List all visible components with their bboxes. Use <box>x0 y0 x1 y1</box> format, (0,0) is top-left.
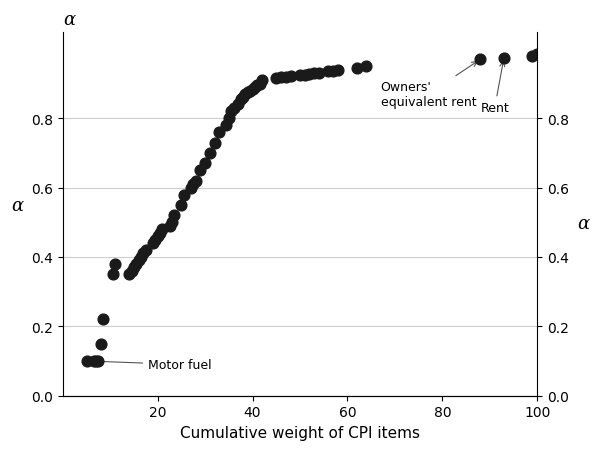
Point <box>141 247 151 254</box>
Point <box>250 84 260 92</box>
Point <box>255 81 265 88</box>
Point <box>243 89 253 97</box>
Point <box>94 358 103 365</box>
Point <box>532 51 542 59</box>
Point <box>158 226 167 233</box>
Point <box>362 64 371 71</box>
Point <box>224 115 233 123</box>
Point <box>91 358 101 365</box>
Point <box>323 69 333 76</box>
Point <box>238 95 248 102</box>
Point <box>328 68 338 75</box>
Point <box>305 71 314 78</box>
Point <box>314 70 324 77</box>
Point <box>188 181 198 189</box>
Point <box>210 140 220 147</box>
Point <box>148 240 158 247</box>
Point <box>89 358 98 365</box>
Point <box>134 257 143 264</box>
Point <box>165 223 175 230</box>
Point <box>236 97 245 104</box>
Text: α: α <box>63 11 75 29</box>
Point <box>196 167 205 175</box>
Point <box>108 271 118 278</box>
Point <box>131 261 141 268</box>
Point <box>98 316 108 323</box>
Point <box>229 105 238 112</box>
Point <box>167 219 177 226</box>
Point <box>295 73 305 80</box>
Point <box>271 76 281 83</box>
Point <box>257 77 267 84</box>
Point <box>499 55 509 62</box>
Point <box>221 122 231 129</box>
Point <box>241 91 250 98</box>
Y-axis label: α: α <box>11 196 23 214</box>
Point <box>233 101 243 109</box>
Point <box>169 212 179 220</box>
Point <box>286 73 295 80</box>
Point <box>333 67 343 74</box>
Point <box>300 72 310 79</box>
Point <box>186 184 196 192</box>
Point <box>248 86 257 93</box>
Point <box>205 150 215 157</box>
Text: Rent: Rent <box>480 62 509 115</box>
Point <box>527 53 537 60</box>
Point <box>127 267 136 275</box>
Point <box>310 70 319 78</box>
Point <box>276 74 286 82</box>
Point <box>176 202 186 209</box>
Point <box>226 109 236 116</box>
Y-axis label: α: α <box>577 214 589 232</box>
Point <box>253 83 262 90</box>
Point <box>191 178 200 185</box>
Point <box>281 74 290 81</box>
Text: Motor fuel: Motor fuel <box>91 358 212 371</box>
Point <box>110 261 120 268</box>
Point <box>352 65 362 73</box>
Point <box>179 192 188 199</box>
X-axis label: Cumulative weight of CPI items: Cumulative weight of CPI items <box>180 425 420 440</box>
Point <box>82 358 91 365</box>
Point <box>151 236 160 244</box>
Point <box>155 230 165 237</box>
Point <box>245 87 255 95</box>
Point <box>200 161 210 168</box>
Point <box>215 129 224 137</box>
Point <box>136 254 146 261</box>
Point <box>139 250 148 258</box>
Point <box>96 340 106 347</box>
Point <box>153 233 163 240</box>
Text: Owners'
equivalent rent: Owners' equivalent rent <box>380 62 477 109</box>
Point <box>124 271 134 278</box>
Point <box>475 56 485 64</box>
Point <box>129 264 139 272</box>
